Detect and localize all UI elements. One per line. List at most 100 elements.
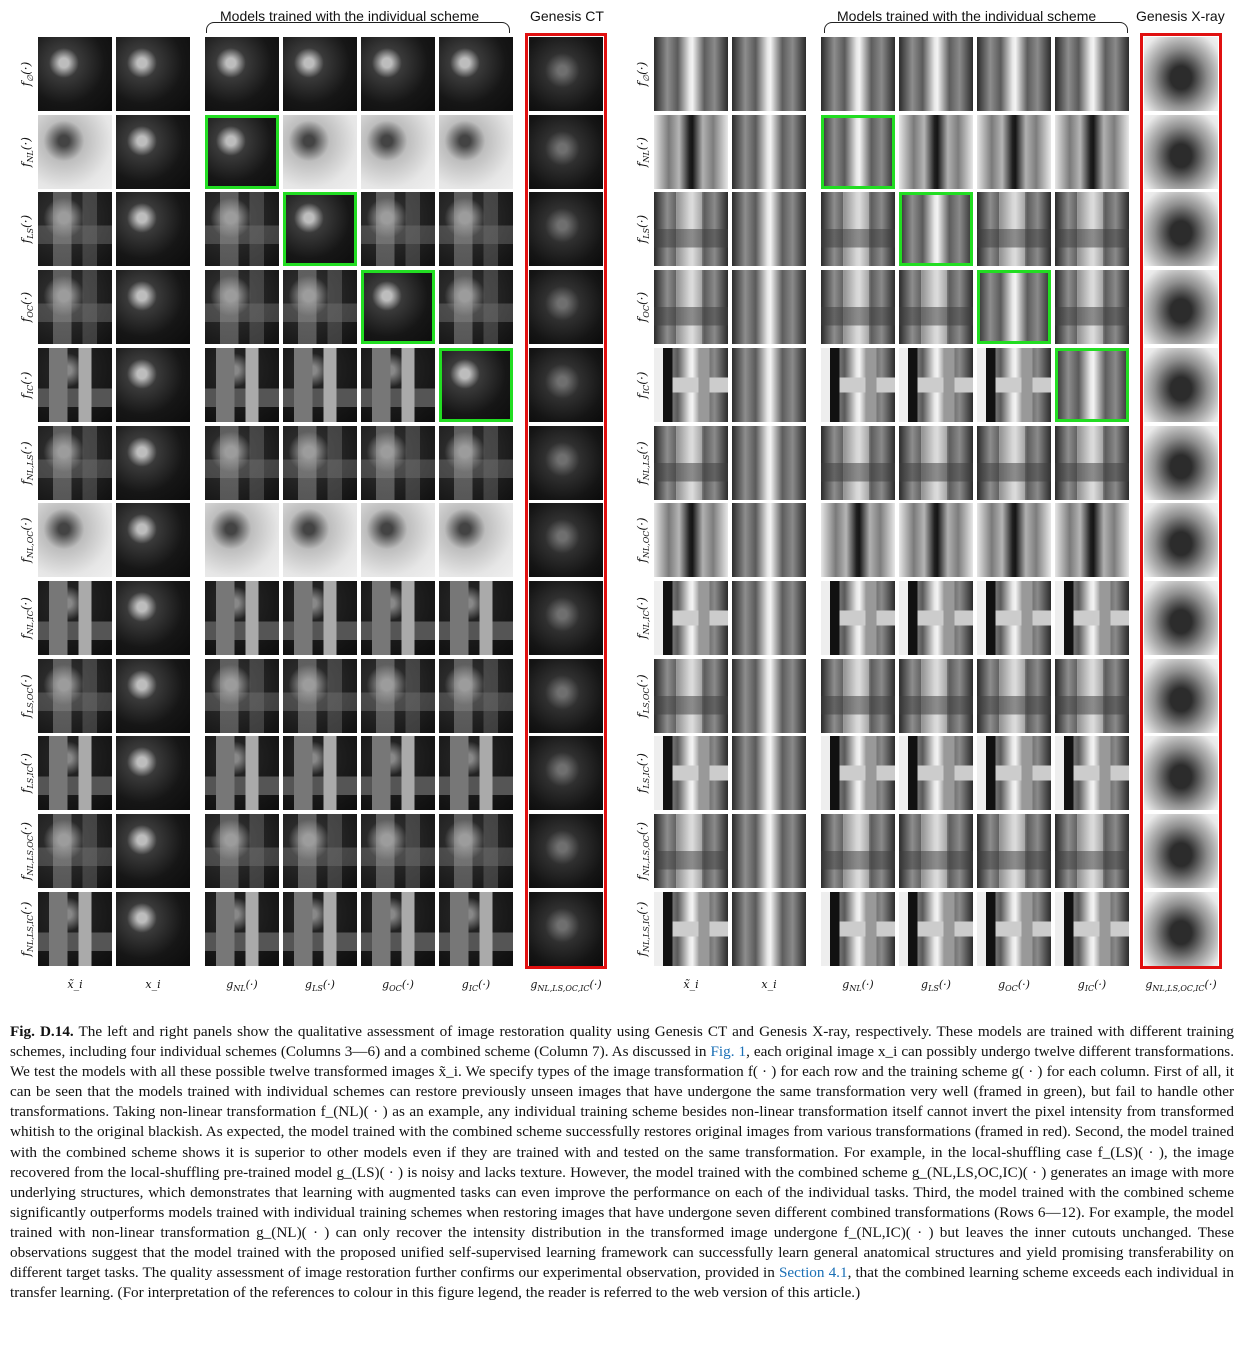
restoration-image-tile [1144, 503, 1218, 578]
restoration-image-tile [732, 658, 806, 733]
restoration-image-tile [821, 814, 895, 888]
restoration-image-tile [116, 503, 190, 578]
restoration-image-tile [38, 192, 112, 267]
restoration-image-tile [529, 580, 603, 655]
restoration-image-tile [732, 114, 806, 189]
restoration-image-tile [654, 891, 728, 966]
column-label: gNL(·) [226, 978, 258, 994]
restoration-image-tile [283, 891, 357, 966]
restoration-image-tile [205, 37, 279, 111]
individual-scheme-brace [824, 22, 1128, 33]
green-match-frame [977, 270, 1051, 345]
restoration-image-tile [732, 891, 806, 966]
restoration-image-tile [1144, 736, 1218, 811]
restoration-image-tile [899, 192, 973, 267]
restoration-image-tile [654, 192, 728, 267]
restoration-image-tile [439, 270, 513, 345]
restoration-image-tile [116, 270, 190, 345]
restoration-image-tile [361, 891, 435, 966]
restoration-image-tile [977, 425, 1051, 500]
red-combined-frame [1140, 33, 1222, 970]
restoration-image-tile [899, 658, 973, 733]
restoration-image-tile [439, 580, 513, 655]
restoration-image-tile [205, 503, 279, 578]
restoration-image-tile [1055, 114, 1129, 189]
restoration-image-tile [38, 425, 112, 500]
genesis-ct-label: Genesis CT [530, 8, 604, 24]
restoration-image-tile [283, 658, 357, 733]
restoration-image-tile [439, 814, 513, 888]
figure-id: Fig. D.14. [10, 1023, 74, 1040]
restoration-image-tile [821, 37, 895, 111]
restoration-image-tile [439, 891, 513, 966]
column-label: x̃_i [67, 978, 83, 991]
restoration-image-tile [38, 37, 112, 111]
restoration-image-tile [899, 114, 973, 189]
reference-link[interactable]: Section 4.1 [778, 1264, 848, 1282]
restoration-image-tile [116, 736, 190, 811]
restoration-image-tile [38, 270, 112, 345]
restoration-image-tile [1144, 658, 1218, 733]
restoration-image-tile [361, 347, 435, 422]
restoration-image-tile [283, 37, 357, 111]
restoration-image-tile [977, 270, 1051, 345]
restoration-image-tile [361, 814, 435, 888]
restoration-image-tile [1144, 425, 1218, 500]
restoration-image-tile [529, 736, 603, 811]
restoration-image-tile [899, 891, 973, 966]
restoration-image-tile [1144, 37, 1218, 111]
restoration-image-tile [1055, 814, 1129, 888]
column-label: x_i [145, 978, 161, 991]
restoration-image-tile [205, 736, 279, 811]
restoration-image-tile [1055, 736, 1129, 811]
restoration-image-tile [38, 891, 112, 966]
restoration-image-tile [899, 503, 973, 578]
restoration-image-tile [977, 37, 1051, 111]
restoration-image-tile [529, 658, 603, 733]
restoration-image-tile [439, 347, 513, 422]
restoration-image-tile [205, 580, 279, 655]
genesis-xray-label: Genesis X-ray [1136, 8, 1225, 24]
restoration-image-tile [977, 503, 1051, 578]
restoration-image-tile [1144, 347, 1218, 422]
restoration-image-tile [1144, 891, 1218, 966]
restoration-image-tile [821, 192, 895, 267]
restoration-image-tile [116, 814, 190, 888]
restoration-image-tile [529, 503, 603, 578]
restoration-image-tile [1144, 814, 1218, 888]
restoration-image-tile [821, 580, 895, 655]
restoration-image-tile [439, 658, 513, 733]
restoration-image-tile [439, 425, 513, 500]
restoration-image-tile [654, 503, 728, 578]
restoration-image-tile [1055, 658, 1129, 733]
restoration-image-tile [361, 37, 435, 111]
reference-link[interactable]: Fig. 1 [710, 1043, 747, 1061]
restoration-image-tile [116, 580, 190, 655]
column-label: gOC(·) [998, 978, 1030, 994]
restoration-image-tile [361, 736, 435, 811]
restoration-image-tile [361, 580, 435, 655]
restoration-image-tile [1144, 114, 1218, 189]
restoration-image-tile [1144, 192, 1218, 267]
restoration-image-tile [977, 114, 1051, 189]
restoration-image-tile [205, 814, 279, 888]
restoration-image-tile [116, 37, 190, 111]
restoration-image-tile [283, 425, 357, 500]
restoration-image-tile [361, 270, 435, 345]
restoration-image-tile [732, 347, 806, 422]
restoration-image-tile [821, 891, 895, 966]
caption-text: , each original image x_i can possibly u… [10, 1043, 1234, 1282]
restoration-image-tile [1144, 270, 1218, 345]
restoration-image-tile [529, 114, 603, 189]
restoration-image-tile [821, 425, 895, 500]
restoration-image-tile [1055, 580, 1129, 655]
restoration-image-tile [283, 503, 357, 578]
restoration-image-tile [899, 270, 973, 345]
restoration-image-tile [1055, 270, 1129, 345]
restoration-image-tile [654, 37, 728, 111]
restoration-image-tile [1055, 425, 1129, 500]
restoration-image-tile [1055, 192, 1129, 267]
restoration-image-tile [821, 503, 895, 578]
restoration-image-tile [899, 580, 973, 655]
caption-text: The left and right panels show the quali… [10, 1023, 1235, 1061]
